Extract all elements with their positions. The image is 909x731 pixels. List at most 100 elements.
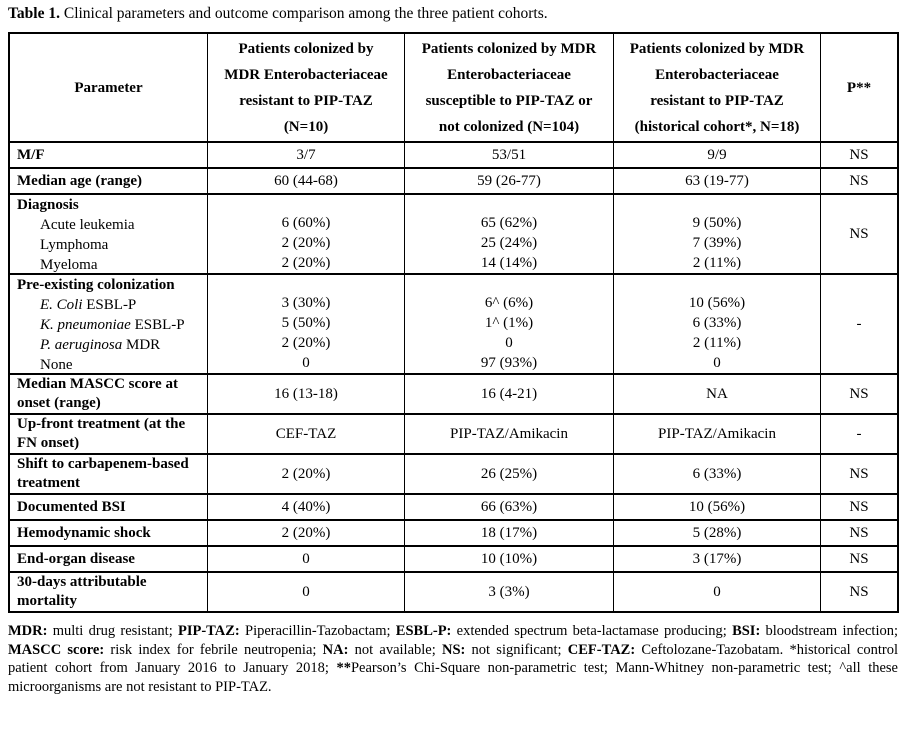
footnote-segment: NS:: [441, 641, 466, 658]
cohort3-header-line: resistant to PIP-TAZ: [650, 92, 784, 109]
group-item-value: 6 (60%): [281, 215, 331, 231]
row-upfront-treatment: Up-front treatment (at the FN onset) CEF…: [10, 413, 897, 453]
group-item-value: 65 (62%): [480, 215, 538, 231]
value-cell: 16 (4-21): [405, 375, 614, 413]
value-cell: 3/7: [208, 143, 405, 167]
footnote-segment: MASCC score:: [8, 641, 105, 658]
group-item-value: 7 (39%): [692, 235, 742, 251]
param-cell: M/F: [10, 143, 208, 167]
param-cell: Median age (range): [10, 169, 208, 193]
cohort2-header-line: Patients colonized by MDR: [421, 40, 597, 57]
param-header-cell: Parameter: [10, 34, 208, 141]
footnote-segment: BSI:: [732, 623, 761, 639]
value-cell: 9 (50%) 7 (39%) 2 (11%): [614, 195, 821, 273]
cohort2-header-cell: Patients colonized by MDR Enterobacteria…: [405, 34, 614, 141]
value-cell: 26 (25%): [405, 455, 614, 493]
value-cell: 10 (56%): [614, 495, 821, 519]
p-value-cell: NS: [849, 146, 869, 163]
header-row: Parameter Patients colonized by MDR Ente…: [10, 34, 897, 141]
group-header-label: Diagnosis: [17, 197, 79, 213]
p-value-cell: -: [856, 425, 862, 442]
p-value-cell: NS: [849, 583, 869, 600]
group-item-value: 1^ (1%): [484, 315, 534, 331]
group-item-value: 14 (14%): [480, 255, 538, 271]
value-cell: 66 (63%): [405, 495, 614, 519]
group-item-value: 6^ (6%): [484, 295, 534, 311]
group-item-value: 97 (93%): [480, 355, 538, 371]
value-cell: 2 (20%): [208, 521, 405, 545]
group-item-label: E. Coli ESBL-P: [10, 295, 207, 315]
organism-suffix: MDR: [122, 337, 161, 353]
value-cell: 6^ (6%) 1^ (1%) 0 97 (93%): [405, 275, 614, 373]
organism-name: K. pneumoniae: [40, 317, 131, 333]
footnote-segment: Ceftolozane-Tazobatam. *historical contr…: [8, 641, 898, 677]
footnote-segment: NA:: [322, 641, 349, 658]
p-value-cell: NS: [849, 524, 869, 541]
footnote-segment: not available;: [348, 641, 442, 658]
footnote-segment: bloodstream infection;: [760, 623, 899, 639]
p-value-cell: NS: [849, 172, 869, 189]
group-item-value: 9 (50%): [692, 215, 742, 231]
footnote-segment: multi drug resistant;: [47, 623, 178, 639]
group-item-value: 6 (33%): [692, 315, 742, 331]
group-item-value: 0: [505, 335, 513, 351]
param-cell: Diagnosis Acute leukemia Lymphoma Myelom…: [10, 195, 208, 273]
value-cell: 3 (17%): [614, 547, 821, 571]
footnote-segment: MDR:: [8, 623, 48, 639]
footnote-segment: CEF-TAZ:: [567, 641, 636, 658]
row-carbapenem-shift: Shift to carbapenem-based treatment 2 (2…: [10, 453, 897, 493]
cohort3-header-line: Patients colonized by MDR: [629, 40, 805, 57]
param-cell: Up-front treatment (at the FN onset): [10, 415, 208, 453]
group-item-value: 10 (56%): [688, 295, 746, 311]
cohort1-header-cell: Patients colonized by MDR Enterobacteria…: [208, 34, 405, 141]
footnote-segment: **: [336, 660, 351, 677]
organism-name: E. Coli: [40, 297, 83, 313]
group-item-value: 25 (24%): [480, 235, 538, 251]
p-value-cell: NS: [849, 225, 869, 242]
param-cell: Pre-existing colonization E. Coli ESBL-P…: [10, 275, 208, 373]
value-cell: 63 (19-77): [614, 169, 821, 193]
cohort1-header-line: MDR Enterobacteriaceae: [224, 66, 388, 83]
group-item-label: Myeloma: [40, 257, 98, 273]
value-cell: 59 (26-77): [405, 169, 614, 193]
p-value-cell: NS: [849, 465, 869, 482]
value-cell: 53/51: [405, 143, 614, 167]
group-item-label: None: [40, 357, 73, 373]
value-cell: 9/9: [614, 143, 821, 167]
footnote-segment: extended spectrum beta-lactamase produci…: [451, 623, 733, 639]
p-value-cell: NS: [849, 498, 869, 515]
param-cell: Documented BSI: [10, 495, 208, 519]
group-item-value: 0: [302, 355, 310, 371]
value-cell: 10 (56%) 6 (33%) 2 (11%) 0: [614, 275, 821, 373]
cohort3-header-line: Enterobacteriaceae: [655, 66, 779, 83]
value-cell: 3 (3%): [405, 573, 614, 611]
footnote-segment: PIP-TAZ:: [178, 623, 240, 639]
footnote-segment: not significant;: [465, 641, 568, 658]
param-cell: 30-days attributable mortality: [10, 573, 208, 611]
p-header-label: P**: [846, 79, 872, 96]
value-cell: 16 (13-18): [208, 375, 405, 413]
value-cell: 60 (44-68): [208, 169, 405, 193]
clinical-table: Parameter Patients colonized by MDR Ente…: [8, 32, 899, 613]
cohort3-header-line: (historical cohort*, N=18): [634, 118, 800, 135]
value-cell: 18 (17%): [405, 521, 614, 545]
group-item-value: 3 (30%): [281, 295, 331, 311]
group-item-label: Acute leukemia: [40, 217, 135, 233]
organism-suffix: ESBL-P: [82, 297, 137, 313]
group-item-value: 5 (50%): [281, 315, 331, 331]
row-mf: M/F 3/7 53/51 9/9 NS: [10, 141, 897, 167]
value-cell: 0: [208, 547, 405, 571]
row-documented-bsi: Documented BSI 4 (40%) 66 (63%) 10 (56%)…: [10, 493, 897, 519]
value-cell: 10 (10%): [405, 547, 614, 571]
table-title-label: Table 1.: [8, 5, 60, 22]
group-item-value: 0: [713, 355, 721, 371]
cohort3-header-cell: Patients colonized by MDR Enterobacteria…: [614, 34, 821, 141]
value-cell: PIP-TAZ/Amikacin: [405, 415, 614, 453]
value-cell: PIP-TAZ/Amikacin: [614, 415, 821, 453]
value-cell: CEF-TAZ: [208, 415, 405, 453]
value-cell: 4 (40%): [208, 495, 405, 519]
row-mortality: 30-days attributable mortality 0 3 (3%) …: [10, 571, 897, 611]
organism-name: P. aeruginosa: [40, 337, 123, 353]
group-item-value: 2 (20%): [281, 235, 331, 251]
footnote-segment: ESBL-P:: [395, 623, 452, 639]
